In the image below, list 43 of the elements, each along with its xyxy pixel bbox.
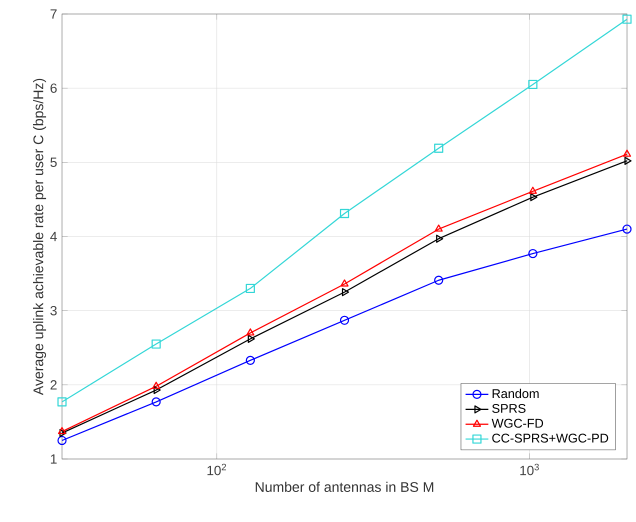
x-axis-title: Number of antennas in BS M [256,482,434,492]
point [528,248,538,258]
y-tick-label: 5 [50,158,57,167]
point [59,428,67,438]
x-tick-label: 10$^{3}$ [520,464,539,476]
point [152,397,161,406]
point [622,224,632,234]
point [434,224,443,232]
y-tick-label: 1 [50,454,57,464]
point [57,397,67,406]
point [530,193,538,202]
y-tick-label: 6 [50,83,57,93]
point [342,288,350,296]
point [624,156,632,165]
point [246,284,255,294]
point [152,382,160,389]
point [528,186,537,194]
point [57,436,67,446]
x-tick-label: 10$^{2}$ [207,464,226,476]
point [340,279,349,287]
legend-label: WGC-FD [492,418,544,428]
point [622,14,632,24]
point [152,339,161,349]
point [528,80,538,90]
legend-label: Random [492,388,539,398]
y-tick-label: 4 [50,232,57,242]
legend-label: CC-SPRS+WGC-PD [492,434,608,443]
point [436,234,444,243]
point [622,150,632,157]
legend-label: SPRS [492,404,526,413]
point [434,144,444,153]
y-tick-label: 3 [50,306,57,316]
y-tick-label: 7 [50,9,57,19]
point [154,386,161,394]
point [246,356,255,365]
point [246,328,254,336]
y-axis-title: Average uplink achievable rate per user C (bps/Hz) [33,78,46,396]
point [58,426,66,434]
point [340,316,350,325]
point [340,208,350,218]
y-tick-label: 2 [50,380,57,390]
point [248,334,255,343]
point [434,276,444,285]
